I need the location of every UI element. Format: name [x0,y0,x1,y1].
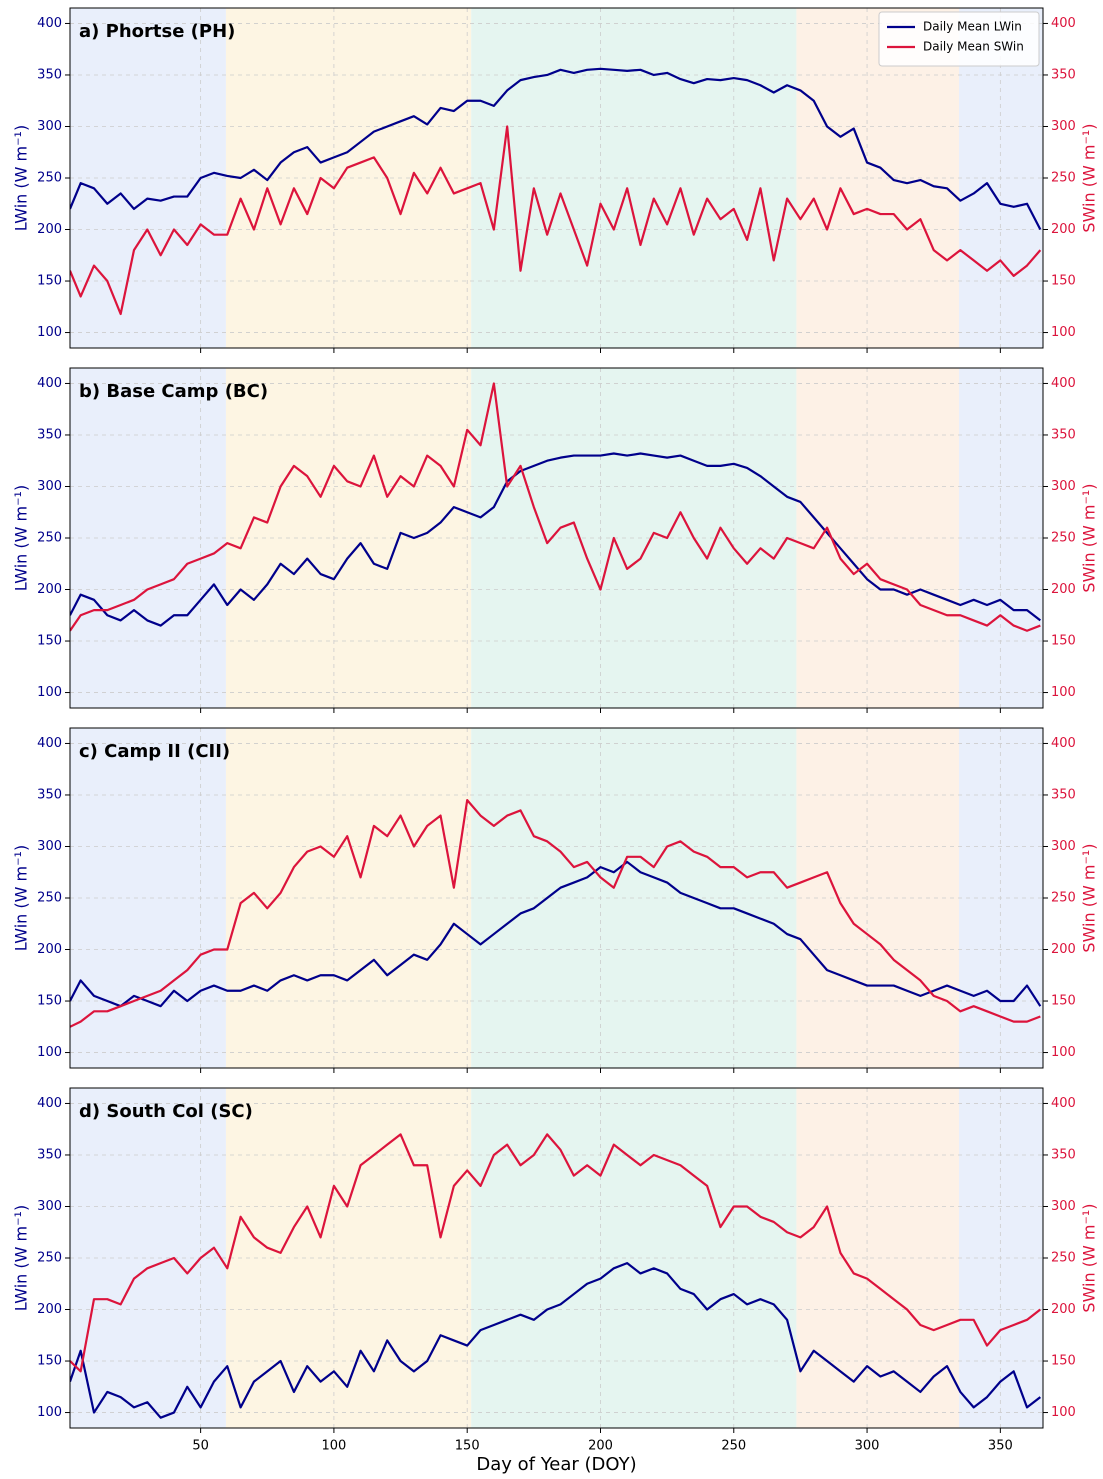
y-tick-label: 400 [37,16,62,31]
x-tick-label: 150 [455,1439,480,1454]
y-tick-label: 350 [37,67,62,82]
season-band [70,1088,226,1428]
y-tick-label: 150 [37,1354,62,1369]
y2-tick-label: 150 [1051,994,1076,1009]
y2-tick-label: 300 [1051,119,1076,134]
y2-tick-label: 400 [1051,376,1076,391]
series-line [70,125,1042,316]
y2-tick-label: 200 [1051,222,1076,237]
y2-tick-label: 300 [1051,1199,1076,1214]
x-tick-label: 200 [588,1439,613,1454]
legend-label: Daily Mean SWin [923,40,1024,54]
y-tick-label: 200 [37,942,62,957]
series-line [70,452,1042,627]
y2-tick-label: 400 [1051,16,1076,31]
y-tick-label: 300 [37,1199,62,1214]
y2-axis-label: SWin (W m⁻¹) [1080,483,1099,592]
x-tick-label: 350 [988,1439,1013,1454]
y-tick-label: 250 [37,171,62,186]
y2-axis-label: SWin (W m⁻¹) [1080,123,1099,232]
x-tick-label: 300 [855,1439,880,1454]
series-line [70,382,1041,632]
y2-axis-label: SWin (W m⁻¹) [1080,1203,1099,1312]
x-tick-label: 250 [721,1439,746,1454]
y2-tick-label: 350 [1051,67,1076,82]
y2-tick-label: 250 [1051,891,1076,906]
y-tick-label: 250 [37,891,62,906]
y-tick-label: 200 [37,582,62,597]
y2-tick-label: 150 [1051,1354,1076,1369]
y2-tick-label: 300 [1051,839,1076,854]
y-tick-label: 150 [37,274,62,289]
y-tick-label: 100 [37,685,62,700]
y2-tick-label: 300 [1051,479,1076,494]
y2-axis-label: SWin (W m⁻¹) [1080,843,1099,952]
y-tick-label: 100 [37,1045,62,1060]
plot-frame [69,1087,1044,1429]
y-axis-label: LWin (W m⁻¹) [12,485,31,591]
y-tick-label: 400 [37,376,62,391]
y-tick-label: 150 [37,994,62,1009]
y-tick-label: 400 [37,736,62,751]
x-axis-label: Day of Year (DOY) [476,1454,636,1475]
panel-title: c) Camp II (CII) [79,741,230,762]
y2-tick-label: 200 [1051,942,1076,957]
legend-label: Daily Mean LWin [923,20,1022,34]
y2-tick-label: 100 [1051,685,1076,700]
plot-frame [69,7,1044,349]
plot-frame [69,727,1044,1069]
y-tick-label: 300 [37,119,62,134]
y2-tick-label: 150 [1051,634,1076,649]
y-tick-label: 150 [37,634,62,649]
season-band [70,728,226,1068]
y2-tick-label: 350 [1051,427,1076,442]
y-tick-label: 200 [37,1302,62,1317]
x-tick-label: 100 [321,1439,346,1454]
y-axis-label: LWin (W m⁻¹) [12,845,31,951]
y2-tick-label: 100 [1051,1405,1076,1420]
x-tick-label: 50 [192,1439,209,1454]
y-axis-label: LWin (W m⁻¹) [12,1205,31,1311]
y-tick-label: 350 [37,787,62,802]
plot-frame [69,367,1044,709]
panel-title: d) South Col (SC) [79,1101,253,1122]
y-tick-label: 250 [37,1251,62,1266]
legend-box [878,11,1040,67]
y-tick-label: 250 [37,531,62,546]
y-tick-label: 100 [37,325,62,340]
series-line [70,860,1042,1008]
series-line [70,1133,1042,1373]
series-line [70,67,1042,231]
panel-title: b) Base Camp (BC) [79,381,268,402]
y2-tick-label: 400 [1051,1096,1076,1111]
y2-tick-label: 100 [1051,325,1076,340]
y2-tick-label: 400 [1051,736,1076,751]
y-tick-label: 350 [37,1147,62,1162]
y-tick-label: 300 [37,479,62,494]
series-line [70,1262,1042,1419]
y2-tick-label: 250 [1051,1251,1076,1266]
y-tick-label: 200 [37,222,62,237]
y-tick-label: 100 [37,1405,62,1420]
panel-title: a) Phortse (PH) [79,21,235,42]
y2-tick-label: 200 [1051,582,1076,597]
y2-tick-label: 250 [1051,531,1076,546]
y2-tick-label: 100 [1051,1045,1076,1060]
y2-tick-label: 200 [1051,1302,1076,1317]
y-axis-label: LWin (W m⁻¹) [12,125,31,231]
y2-tick-label: 350 [1051,1147,1076,1162]
y-tick-label: 300 [37,839,62,854]
series-line [70,799,1041,1028]
y-tick-label: 350 [37,427,62,442]
y-tick-label: 400 [37,1096,62,1111]
y2-tick-label: 150 [1051,274,1076,289]
season-band [70,368,226,708]
y2-tick-label: 350 [1051,787,1076,802]
y2-tick-label: 250 [1051,171,1076,186]
